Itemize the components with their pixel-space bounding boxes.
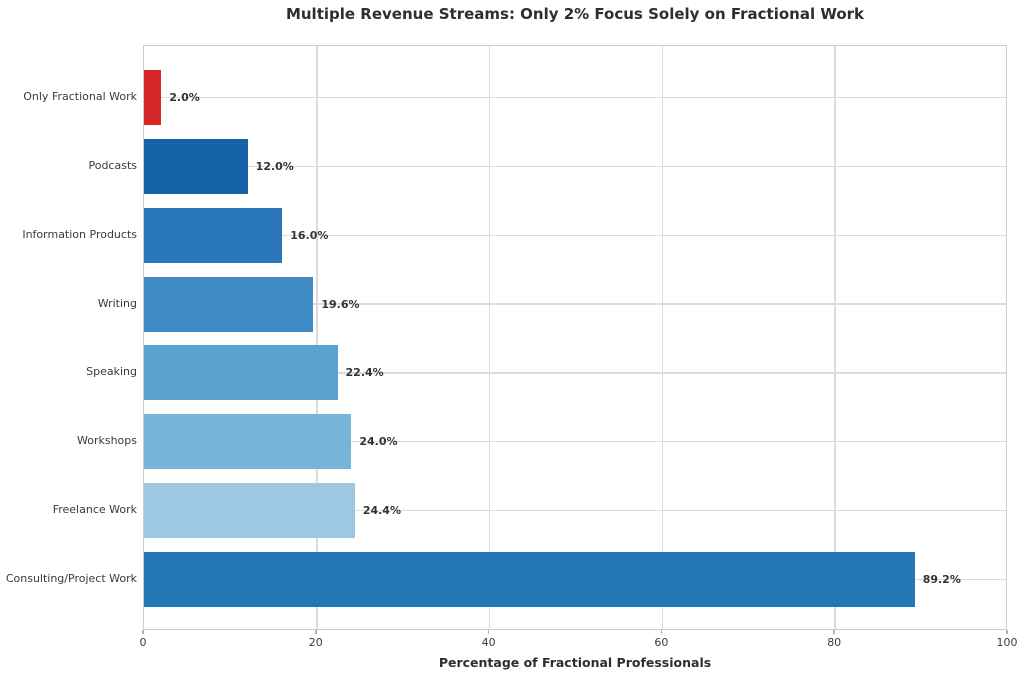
bar-consulting-project-work [144, 551, 915, 607]
bar-podcasts [144, 138, 248, 194]
x-tick-label: 0 [139, 636, 147, 649]
chart-title: Multiple Revenue Streams: Only 2% Focus … [285, 5, 865, 23]
x-tick-label: 20 [308, 636, 323, 649]
category-label: Information Products [22, 227, 137, 241]
x-tick-label: 40 [481, 636, 496, 649]
vertical-gridline [834, 46, 836, 629]
x-tick-mark [315, 630, 317, 634]
category-label: Freelance Work [52, 503, 137, 517]
x-tick-mark [487, 630, 490, 634]
category-label: Consulting/Project Work [5, 571, 137, 585]
x-axis-label: Percentage of Fractional Professionals [438, 655, 712, 670]
bar-freelance-work [144, 483, 355, 539]
bar-value-label: 89.2% [922, 572, 961, 586]
y-axis-labels: Only Fractional Work Podcasts Information … [0, 45, 137, 630]
category-label: Workshops [76, 434, 137, 448]
horizontal-gridline [144, 303, 1006, 305]
vertical-gridline [488, 46, 491, 629]
category-label: Writing [97, 296, 137, 310]
horizontal-gridline [144, 440, 1006, 443]
plot-area: 2.0% 12.0% 16.0% 19.6% 22.4% 24.0% 24.4% 89.2% [143, 45, 1007, 630]
bar-writing [144, 276, 314, 332]
horizontal-gridline [144, 234, 1006, 236]
bar-value-label: 22.4% [345, 366, 384, 380]
bar-only-fractional-work [144, 70, 162, 126]
x-tick-mark [833, 630, 835, 634]
horizontal-gridline [144, 509, 1006, 512]
bar-information-products [144, 207, 283, 263]
x-tick-mark [660, 630, 663, 634]
horizontal-gridline [144, 372, 1006, 374]
bar-value-label: 12.0% [255, 159, 294, 173]
horizontal-gridline [144, 165, 1006, 168]
x-tick-label: 60 [654, 636, 669, 649]
bar-value-label: 24.0% [359, 435, 398, 449]
x-tick-label: 80 [827, 636, 842, 649]
bar-value-label: 24.4% [362, 504, 401, 518]
x-tick-label: 100 [996, 636, 1018, 649]
category-label: Podcasts [88, 158, 137, 172]
bar-value-label: 19.6% [321, 297, 360, 311]
vertical-gridline [661, 46, 664, 629]
bar-speaking [144, 345, 338, 401]
x-tick-mark [1006, 630, 1008, 634]
vertical-gridline [316, 46, 318, 629]
horizontal-gridline [144, 96, 1006, 99]
x-tick-mark [142, 630, 144, 634]
bar-value-label: 2.0% [169, 91, 200, 105]
bar-workshops [144, 414, 352, 470]
category-label: Speaking [86, 365, 137, 379]
bar-value-label: 16.0% [290, 228, 329, 242]
category-label: Only Fractional Work [23, 90, 137, 104]
